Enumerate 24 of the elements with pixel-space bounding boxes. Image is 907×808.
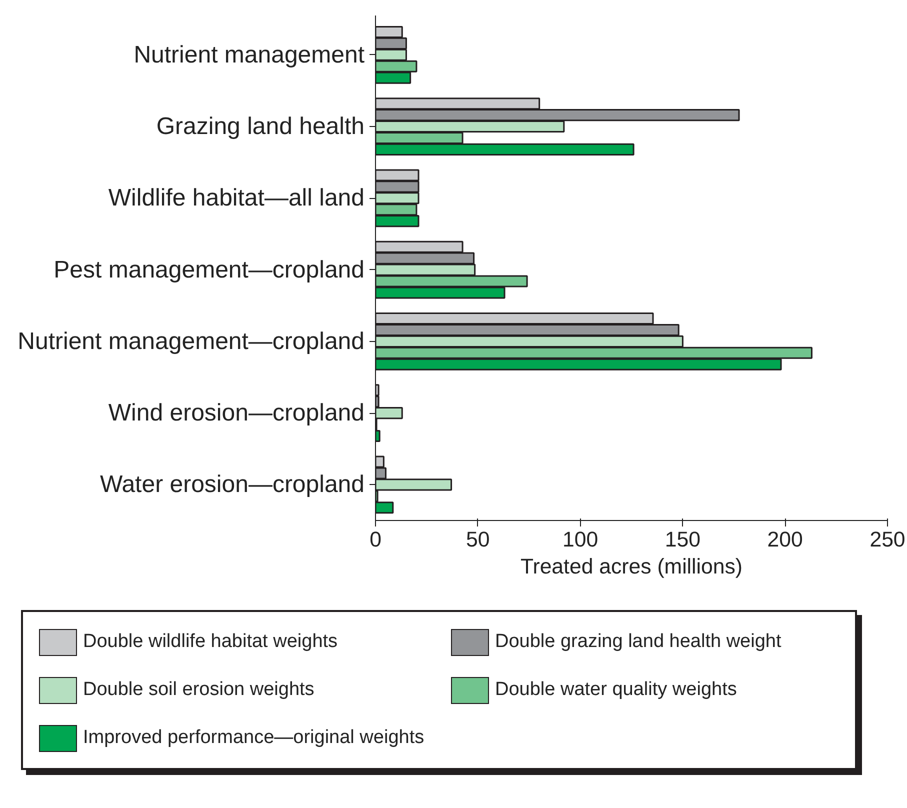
legend-label: Double wildlife habitat weights — [83, 630, 338, 654]
legend-label: Double soil erosion weights — [83, 678, 314, 702]
x-tick-label: 0 — [370, 528, 382, 552]
y-tick-label: Pest management—cropland — [54, 256, 365, 284]
y-tick-label: Nutrient management — [134, 41, 365, 68]
y-tick-label: Water erosion—cropland — [100, 471, 364, 498]
y-tick-label: Nutrient management—cropland — [18, 328, 365, 355]
x-tick-label: 250 — [870, 528, 906, 552]
legend-item: Double soil erosion weights — [39, 672, 451, 708]
legend-item: Double grazing land health weight — [451, 624, 863, 660]
x-tick-label: 100 — [562, 528, 598, 552]
x-tick-label: 200 — [767, 528, 804, 552]
legend-item: Double water quality weights — [451, 672, 863, 708]
legend-label: Double water quality weights — [495, 678, 737, 702]
y-tick-label: Grazing land health — [156, 113, 365, 140]
x-axis-title: Treated acres (millions) — [520, 554, 743, 578]
legend-label: Improved performance—original weights — [83, 726, 424, 750]
x-tick-label: 50 — [466, 528, 490, 552]
y-tick-label: Wind erosion—cropland — [108, 400, 364, 427]
legend-item: Improved performance—original weights — [39, 720, 451, 756]
y-tick-label: Wildlife habitat—all land — [108, 184, 364, 212]
legend-item: Double wildlife habitat weights — [39, 624, 451, 660]
x-tick-label: 150 — [664, 528, 701, 552]
legend-label: Double grazing land health weight — [495, 630, 782, 654]
